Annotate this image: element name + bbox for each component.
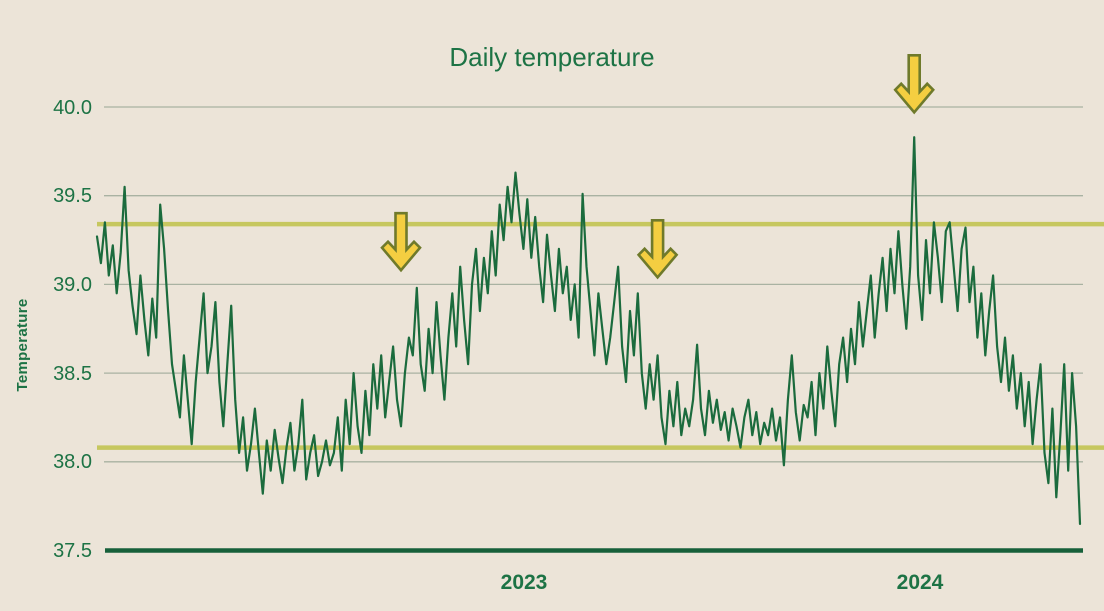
down-arrow-icon-1 xyxy=(380,211,422,273)
y-axis-tick-label-38-5: 38.5 xyxy=(53,363,92,385)
y-axis-tick-label-37-5: 37.5 xyxy=(53,540,92,562)
y-axis-tick-label-40-0: 40.0 xyxy=(53,97,92,119)
y-axis-tick-label-39-5: 39.5 xyxy=(53,185,92,207)
threshold-lines-group xyxy=(97,221,1104,450)
x-axis-tick-label-2024: 2024 xyxy=(897,571,944,594)
down-arrow-icon-3 xyxy=(893,53,935,115)
temperature-line xyxy=(95,136,1082,526)
temperature-line-series xyxy=(95,136,1082,526)
x-axis-tick-label-2023: 2023 xyxy=(501,571,548,594)
y-axis-label: Temperature xyxy=(14,298,31,391)
y-axis-tick-label-38-0: 38.0 xyxy=(53,451,92,473)
down-arrow-icon-2 xyxy=(636,219,679,280)
annotation-arrows-group xyxy=(380,53,935,280)
gridlines-group xyxy=(104,106,1083,553)
y-axis-tick-label-39-0: 39.0 xyxy=(53,274,92,296)
chart-title: Daily temperature xyxy=(449,42,654,72)
